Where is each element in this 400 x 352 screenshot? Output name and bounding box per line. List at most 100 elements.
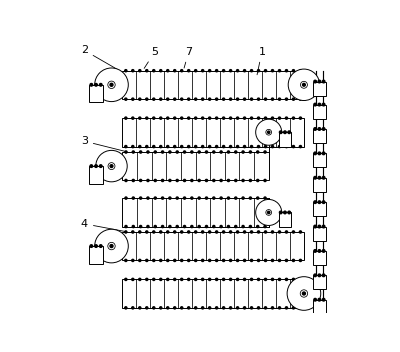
Circle shape bbox=[244, 70, 246, 72]
Circle shape bbox=[202, 231, 204, 233]
Circle shape bbox=[125, 70, 127, 72]
Circle shape bbox=[216, 259, 218, 262]
Circle shape bbox=[236, 278, 239, 281]
Circle shape bbox=[322, 201, 325, 203]
Circle shape bbox=[174, 259, 176, 262]
Circle shape bbox=[176, 197, 178, 199]
Circle shape bbox=[176, 180, 178, 182]
Circle shape bbox=[184, 226, 186, 228]
Circle shape bbox=[169, 226, 171, 228]
Bar bbox=[313, 300, 326, 314]
Circle shape bbox=[125, 278, 127, 281]
Circle shape bbox=[216, 145, 218, 148]
Circle shape bbox=[96, 150, 127, 182]
Circle shape bbox=[139, 145, 141, 148]
Circle shape bbox=[244, 259, 246, 262]
Circle shape bbox=[174, 278, 176, 281]
Bar bbox=[313, 275, 326, 289]
Circle shape bbox=[322, 250, 325, 252]
Circle shape bbox=[292, 70, 294, 72]
Circle shape bbox=[244, 117, 246, 119]
Bar bbox=[122, 71, 304, 99]
Circle shape bbox=[249, 226, 252, 228]
Circle shape bbox=[140, 180, 142, 182]
Circle shape bbox=[322, 103, 325, 106]
Circle shape bbox=[285, 145, 288, 148]
Circle shape bbox=[162, 226, 164, 228]
Text: 3: 3 bbox=[81, 136, 125, 151]
Circle shape bbox=[249, 197, 252, 199]
Circle shape bbox=[272, 278, 274, 281]
Circle shape bbox=[146, 145, 148, 148]
Circle shape bbox=[264, 180, 266, 182]
Circle shape bbox=[216, 278, 218, 281]
Circle shape bbox=[132, 70, 134, 72]
Circle shape bbox=[125, 180, 127, 182]
Circle shape bbox=[227, 197, 230, 199]
Circle shape bbox=[322, 128, 325, 130]
Circle shape bbox=[139, 70, 141, 72]
Circle shape bbox=[153, 231, 155, 233]
Circle shape bbox=[236, 145, 239, 148]
Circle shape bbox=[208, 98, 211, 100]
Circle shape bbox=[132, 226, 134, 228]
Circle shape bbox=[191, 151, 193, 153]
Circle shape bbox=[181, 231, 183, 233]
Circle shape bbox=[284, 211, 286, 214]
Circle shape bbox=[264, 307, 266, 309]
Circle shape bbox=[299, 278, 302, 281]
Circle shape bbox=[244, 278, 246, 281]
Circle shape bbox=[318, 274, 321, 277]
Circle shape bbox=[220, 151, 222, 153]
Circle shape bbox=[146, 117, 148, 119]
Circle shape bbox=[169, 197, 171, 199]
Circle shape bbox=[153, 70, 155, 72]
Circle shape bbox=[264, 226, 266, 228]
Circle shape bbox=[244, 231, 246, 233]
Circle shape bbox=[132, 117, 134, 119]
Circle shape bbox=[250, 278, 253, 281]
Circle shape bbox=[95, 83, 97, 86]
Bar bbox=[279, 132, 291, 147]
Circle shape bbox=[154, 151, 156, 153]
Circle shape bbox=[222, 70, 225, 72]
Circle shape bbox=[125, 145, 127, 148]
Circle shape bbox=[299, 70, 302, 72]
Circle shape bbox=[236, 259, 239, 262]
Circle shape bbox=[230, 278, 232, 281]
Circle shape bbox=[132, 145, 134, 148]
Circle shape bbox=[132, 307, 134, 309]
Circle shape bbox=[188, 145, 190, 148]
Circle shape bbox=[174, 231, 176, 233]
Circle shape bbox=[288, 131, 290, 133]
Circle shape bbox=[125, 117, 127, 119]
Circle shape bbox=[153, 278, 155, 281]
Circle shape bbox=[249, 151, 252, 153]
Circle shape bbox=[194, 307, 197, 309]
Circle shape bbox=[216, 231, 218, 233]
Circle shape bbox=[299, 231, 302, 233]
Circle shape bbox=[222, 259, 225, 262]
Circle shape bbox=[154, 180, 156, 182]
Circle shape bbox=[184, 180, 186, 182]
Circle shape bbox=[181, 145, 183, 148]
Circle shape bbox=[90, 165, 93, 168]
Circle shape bbox=[100, 83, 102, 86]
Circle shape bbox=[216, 117, 218, 119]
Circle shape bbox=[314, 152, 316, 155]
Circle shape bbox=[167, 231, 169, 233]
Circle shape bbox=[132, 180, 134, 182]
Circle shape bbox=[213, 226, 215, 228]
Circle shape bbox=[236, 98, 239, 100]
Circle shape bbox=[278, 231, 280, 233]
Circle shape bbox=[188, 278, 190, 281]
Circle shape bbox=[162, 197, 164, 199]
Circle shape bbox=[146, 307, 148, 309]
Circle shape bbox=[278, 117, 280, 119]
Circle shape bbox=[230, 145, 232, 148]
Circle shape bbox=[272, 259, 274, 262]
Circle shape bbox=[227, 180, 230, 182]
Circle shape bbox=[162, 151, 164, 153]
Circle shape bbox=[264, 70, 266, 72]
Circle shape bbox=[208, 278, 211, 281]
